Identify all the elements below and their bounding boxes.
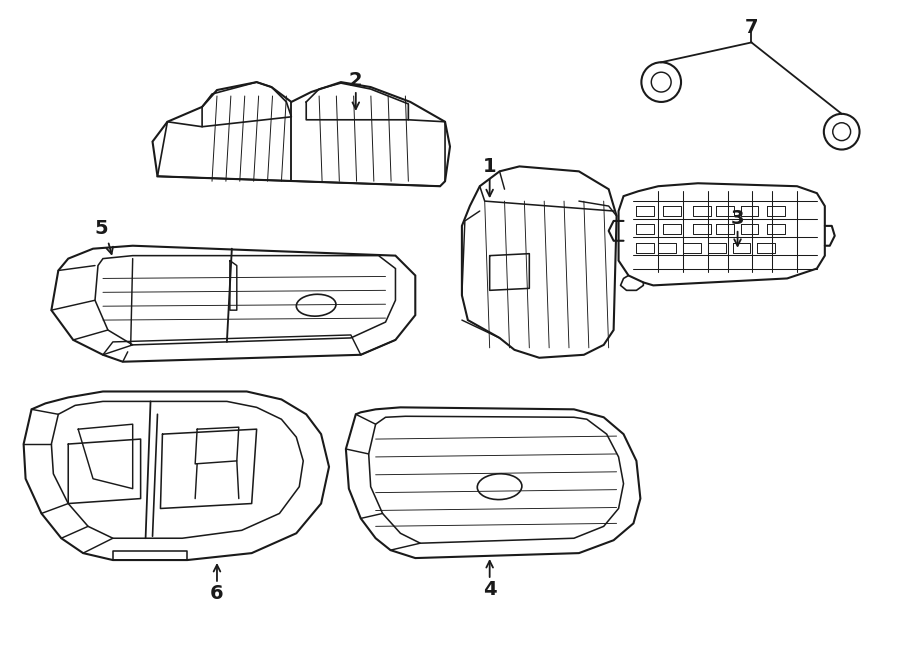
Text: 1: 1 <box>483 157 497 176</box>
Text: 4: 4 <box>483 580 497 600</box>
Text: 3: 3 <box>731 210 744 229</box>
Text: 5: 5 <box>94 219 108 239</box>
Text: 2: 2 <box>349 71 363 90</box>
Text: 6: 6 <box>211 584 224 603</box>
Text: 7: 7 <box>744 18 758 37</box>
